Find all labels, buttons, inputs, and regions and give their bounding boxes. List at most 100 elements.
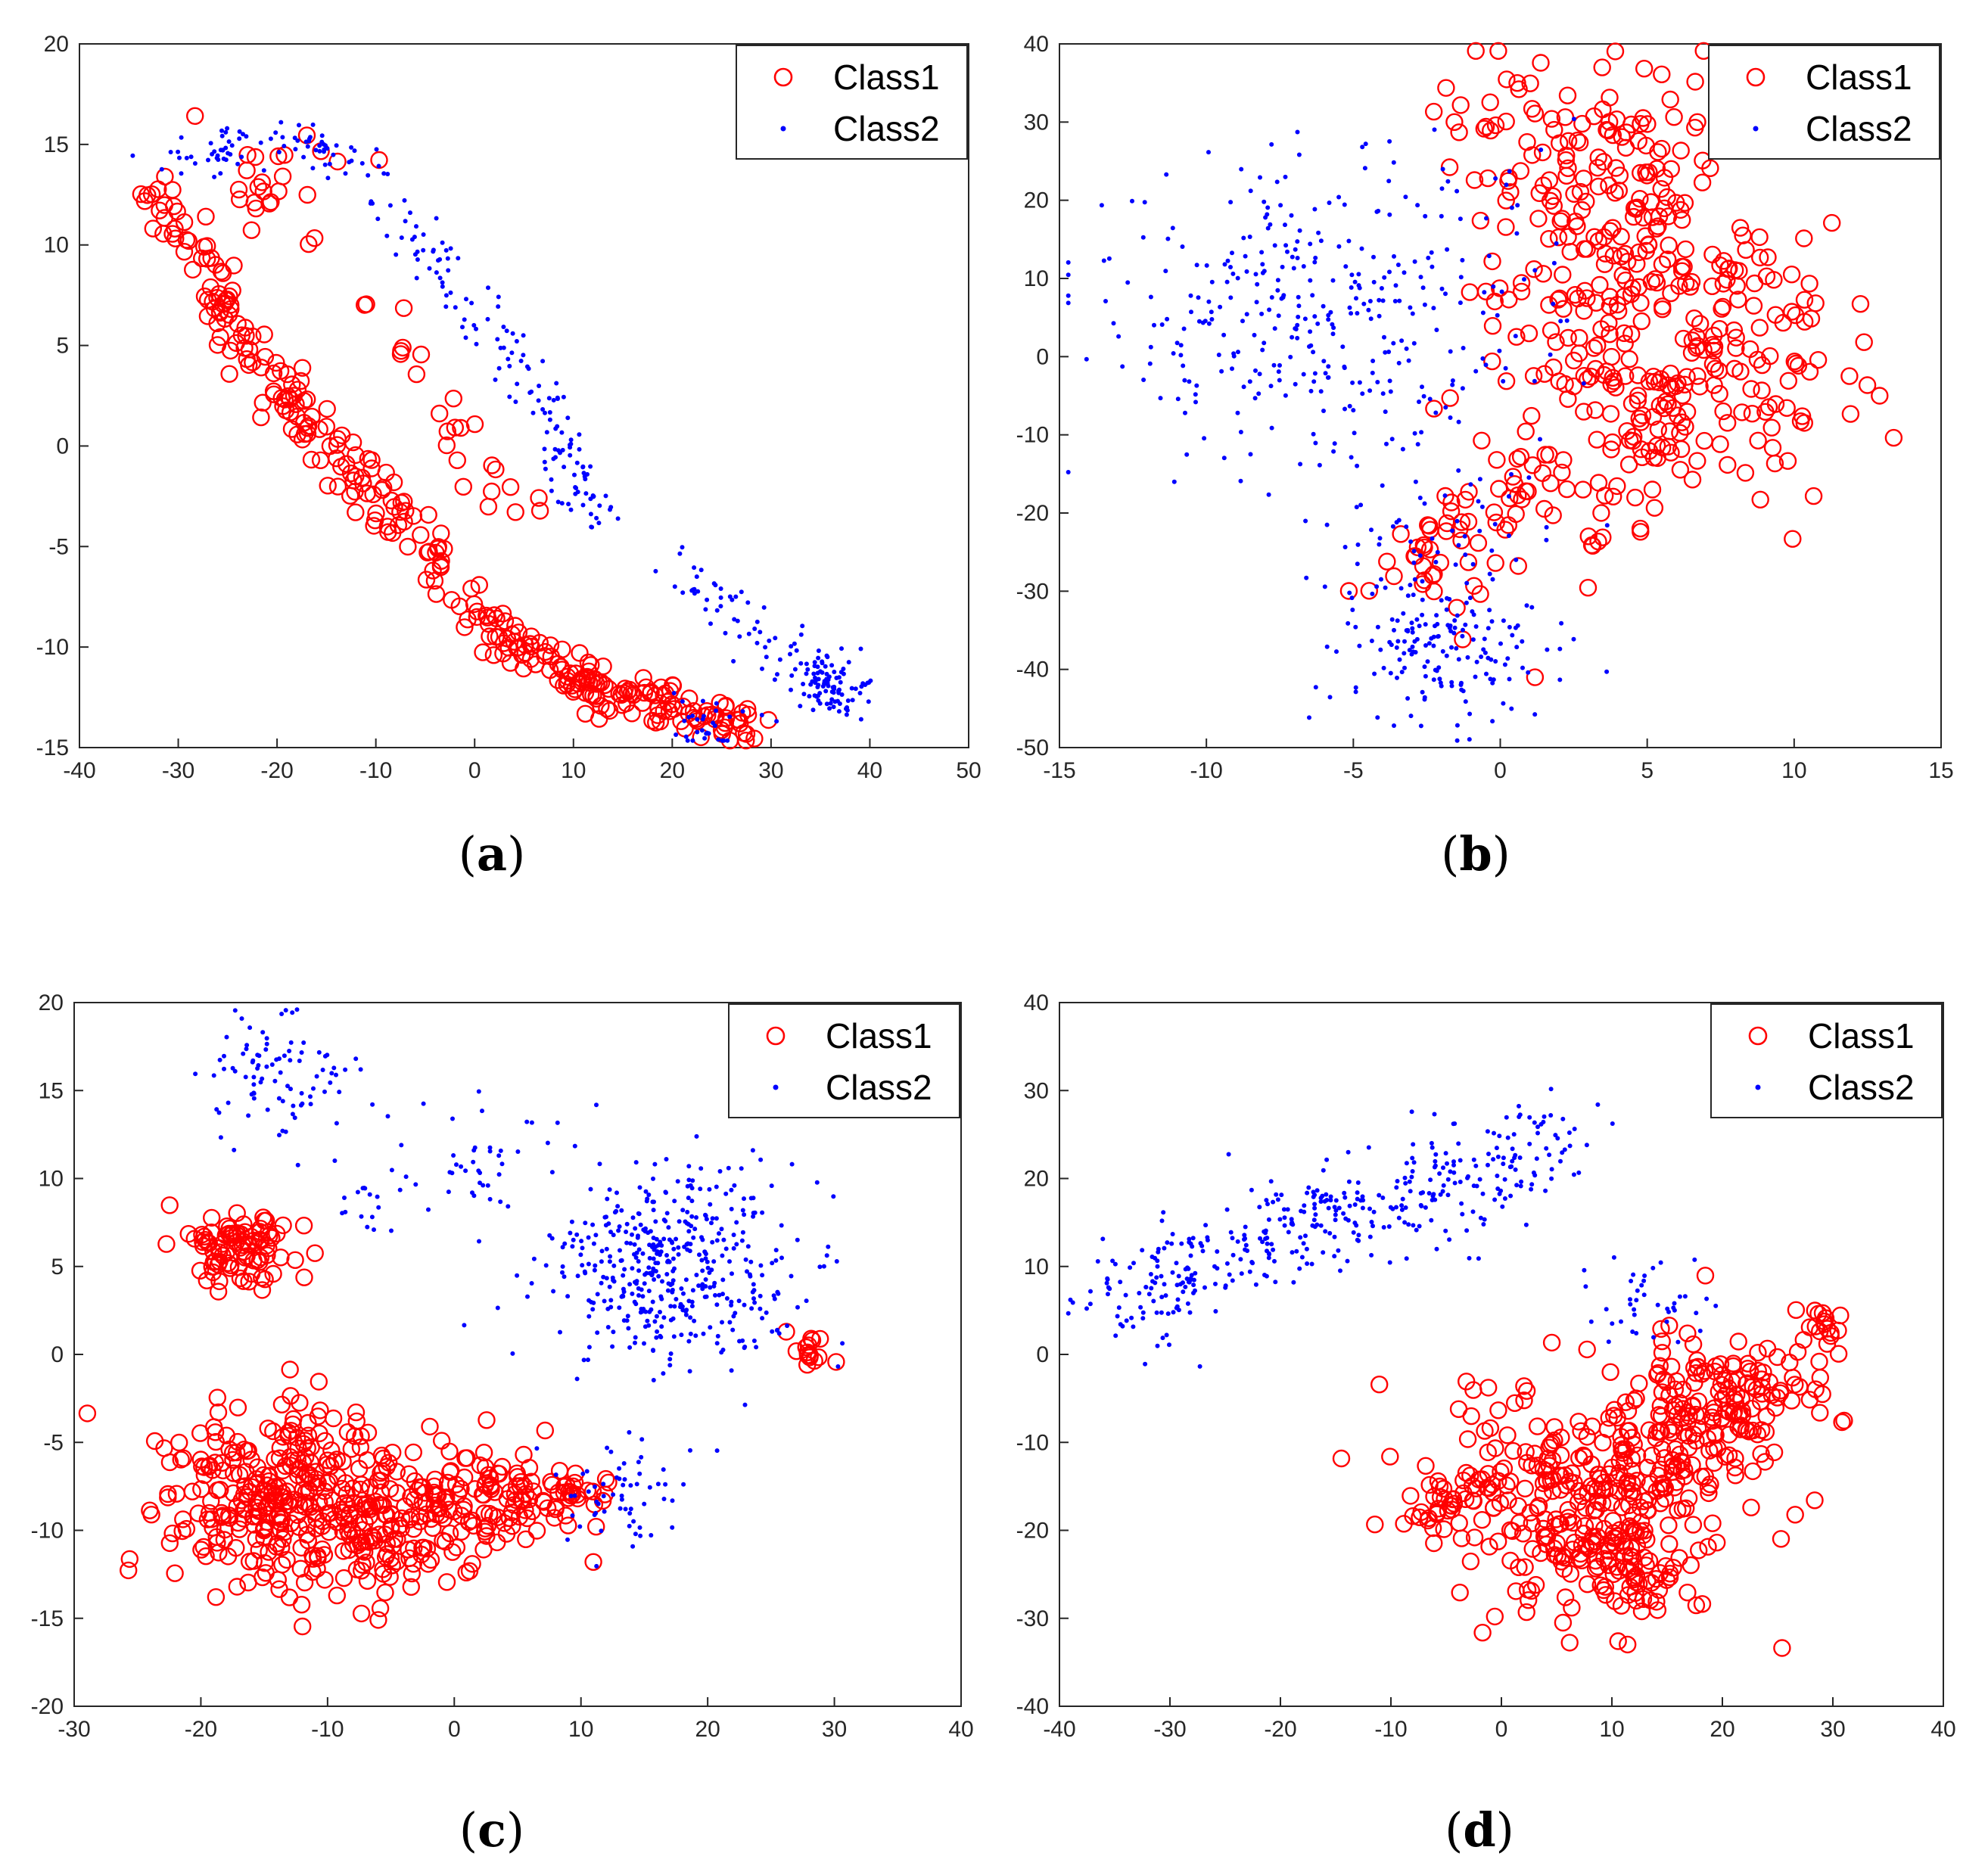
point-class2 (686, 1222, 691, 1227)
y-tick-label: -30 (1016, 579, 1049, 604)
point-class2 (661, 1236, 667, 1242)
point-class1 (1572, 1422, 1590, 1441)
point-class1 (1545, 1546, 1564, 1564)
point-class1 (230, 1520, 249, 1538)
point-class2 (1383, 350, 1388, 355)
point-class1 (1511, 448, 1530, 466)
point-class2 (714, 1184, 719, 1189)
point-class2 (1242, 1237, 1246, 1242)
point-class2 (1557, 646, 1563, 651)
point-class2 (223, 129, 229, 135)
point-class2 (1140, 1316, 1146, 1321)
point-class2 (736, 1298, 742, 1304)
point-class2 (1464, 580, 1470, 586)
point-class1 (1503, 1522, 1522, 1541)
point-class2 (628, 1507, 633, 1512)
point-class2 (1493, 659, 1498, 664)
point-class2 (308, 1102, 313, 1107)
point-class2 (686, 1339, 692, 1344)
point-class1 (361, 1478, 379, 1497)
point-class2 (1458, 275, 1464, 280)
point-class2 (1225, 258, 1230, 263)
point-class2 (1155, 1264, 1160, 1269)
point-class1 (404, 507, 423, 525)
point-class1 (1628, 255, 1646, 273)
point-class2 (1532, 1120, 1537, 1125)
point-class2 (1342, 364, 1347, 369)
point-class2 (627, 1282, 633, 1287)
point-class2 (658, 1294, 664, 1299)
point-class2 (580, 502, 586, 508)
point-class2 (1263, 1236, 1268, 1242)
point-class2 (717, 1292, 722, 1298)
point-class1 (1726, 1466, 1744, 1485)
point-class1 (1682, 1556, 1700, 1575)
point-class2 (1451, 1159, 1456, 1164)
point-class1 (1607, 1529, 1625, 1547)
point-class1 (1438, 514, 1456, 533)
point-class1 (1479, 1443, 1498, 1462)
point-class2 (1187, 1310, 1193, 1315)
point-class2 (1318, 1199, 1324, 1204)
point-class1 (1871, 387, 1889, 405)
point-class2 (1178, 353, 1184, 358)
point-class2 (727, 594, 733, 599)
point-class2 (477, 1239, 481, 1244)
point-class2 (1308, 278, 1313, 283)
point-class2 (1312, 260, 1318, 265)
point-class2 (1355, 1190, 1360, 1196)
point-class1 (1710, 320, 1729, 338)
point-class1 (1461, 283, 1479, 301)
point-class1 (1635, 1548, 1654, 1567)
point-class1 (1749, 1361, 1768, 1380)
point-class2 (599, 1248, 605, 1254)
point-class1 (1566, 213, 1585, 231)
point-class2 (1441, 1183, 1446, 1188)
point-class2 (1305, 1190, 1310, 1196)
point-class2 (1241, 384, 1246, 390)
point-class2 (1303, 1233, 1308, 1239)
point-class2 (1353, 624, 1358, 630)
point-class1 (288, 407, 306, 426)
point-class1 (324, 1409, 343, 1428)
point-class2 (650, 1299, 655, 1304)
point-class1 (371, 1599, 390, 1618)
point-class2 (1113, 1333, 1118, 1339)
point-class2 (750, 1289, 755, 1295)
point-class2 (720, 1277, 726, 1283)
point-class2 (1409, 1109, 1414, 1115)
point-class2 (1444, 653, 1449, 658)
point-class2 (1343, 1216, 1349, 1221)
point-class1 (1622, 1450, 1641, 1468)
point-class2 (1447, 1237, 1452, 1242)
point-class1 (1509, 557, 1528, 575)
point-class2 (619, 1258, 624, 1263)
point-class2 (692, 565, 697, 571)
point-class2 (1429, 250, 1434, 255)
point-class1 (1604, 372, 1623, 390)
point-class2 (421, 247, 426, 253)
point-class1 (481, 1504, 499, 1523)
point-class2 (1357, 643, 1362, 648)
point-class1 (1688, 367, 1706, 385)
point-class1 (290, 1518, 308, 1536)
point-class1 (1761, 347, 1779, 365)
point-class2 (845, 698, 851, 703)
point-class1 (400, 1465, 418, 1483)
point-class2 (1495, 1154, 1501, 1159)
x-tick-label: 10 (1599, 1717, 1624, 1742)
point-class2 (1174, 1283, 1180, 1288)
point-class2 (464, 297, 468, 302)
point-class1 (1638, 1458, 1657, 1477)
point-class1 (1475, 120, 1494, 138)
point-class1 (1563, 1598, 1581, 1617)
point-class2 (812, 664, 817, 669)
point-class1 (1528, 1417, 1547, 1435)
point-class2 (399, 1143, 404, 1148)
legend-label: Class2 (833, 109, 940, 148)
point-class2 (1228, 295, 1234, 300)
point-class1 (1806, 1491, 1824, 1510)
point-class1 (1800, 362, 1819, 381)
point-class2 (775, 1327, 780, 1332)
point-class1 (1452, 513, 1471, 531)
